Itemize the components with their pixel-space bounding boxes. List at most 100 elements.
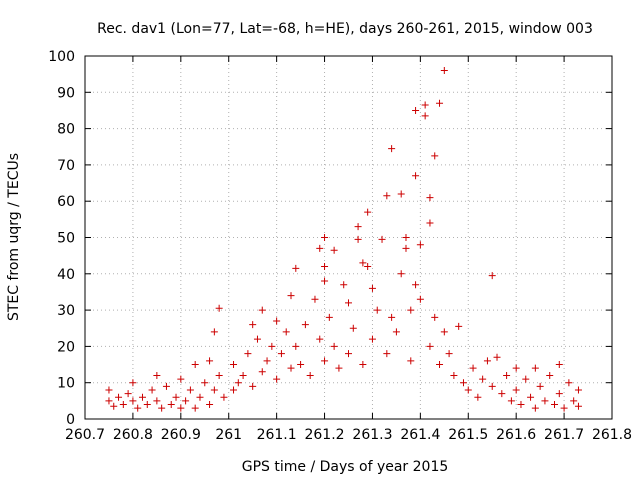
data-point bbox=[124, 390, 132, 398]
data-point bbox=[215, 371, 223, 379]
data-point bbox=[325, 313, 333, 321]
data-point bbox=[364, 263, 372, 271]
data-point bbox=[555, 361, 563, 369]
data-point bbox=[249, 382, 257, 390]
chart-title: Rec. dav1 (Lon=77, Lat=-68, h=HE), days … bbox=[97, 21, 593, 37]
data-point bbox=[364, 208, 372, 216]
data-point bbox=[474, 393, 482, 401]
data-point bbox=[206, 400, 214, 408]
data-point bbox=[129, 379, 137, 387]
data-point bbox=[282, 328, 290, 336]
data-point bbox=[129, 397, 137, 405]
data-point bbox=[253, 335, 261, 343]
data-point bbox=[512, 364, 520, 372]
data-point bbox=[421, 101, 429, 109]
x-tick-label: 260.9 bbox=[161, 427, 201, 443]
data-point bbox=[431, 152, 439, 160]
data-point bbox=[536, 382, 544, 390]
data-point bbox=[402, 244, 410, 252]
data-point bbox=[354, 235, 362, 243]
data-point bbox=[172, 393, 180, 401]
data-point bbox=[383, 350, 391, 358]
data-point bbox=[383, 192, 391, 200]
y-axis-label: STEC from uqrg / TECUs bbox=[6, 153, 22, 321]
data-point bbox=[440, 328, 448, 336]
data-point bbox=[574, 402, 582, 410]
data-point bbox=[110, 402, 118, 410]
x-tick-label: 261 bbox=[215, 427, 242, 443]
data-point bbox=[455, 322, 463, 330]
data-point bbox=[335, 364, 343, 372]
data-point bbox=[273, 317, 281, 325]
data-point bbox=[230, 386, 238, 394]
y-tick-label: 80 bbox=[57, 122, 75, 138]
data-point bbox=[143, 400, 151, 408]
grid-lines bbox=[85, 56, 612, 419]
data-point bbox=[407, 306, 415, 314]
data-point bbox=[153, 397, 161, 405]
axis-ticks bbox=[84, 55, 613, 420]
data-point bbox=[531, 364, 539, 372]
data-point bbox=[397, 190, 405, 198]
data-point bbox=[378, 235, 386, 243]
data-point bbox=[431, 313, 439, 321]
data-point bbox=[531, 404, 539, 412]
data-points bbox=[105, 67, 582, 412]
data-point bbox=[426, 194, 434, 202]
data-point bbox=[412, 172, 420, 180]
data-point bbox=[412, 106, 420, 114]
data-point bbox=[445, 350, 453, 358]
data-point bbox=[182, 397, 190, 405]
data-point bbox=[570, 397, 578, 405]
data-point bbox=[488, 272, 496, 280]
data-point bbox=[345, 299, 352, 307]
data-point bbox=[426, 219, 434, 227]
data-point bbox=[292, 264, 300, 272]
data-point bbox=[220, 393, 228, 401]
data-point bbox=[345, 350, 352, 358]
data-point bbox=[541, 397, 549, 405]
data-point bbox=[354, 223, 362, 231]
data-point bbox=[191, 361, 199, 369]
x-tick-label: 261.5 bbox=[448, 427, 488, 443]
data-point bbox=[527, 393, 535, 401]
data-point bbox=[105, 397, 113, 405]
data-point bbox=[464, 386, 472, 394]
data-point bbox=[287, 292, 295, 300]
x-tick-label: 261.2 bbox=[304, 427, 344, 443]
data-point bbox=[162, 382, 170, 390]
data-point bbox=[368, 284, 376, 292]
data-point bbox=[273, 375, 281, 383]
data-point bbox=[321, 277, 329, 285]
data-point bbox=[321, 357, 329, 365]
data-point bbox=[416, 295, 424, 303]
data-point bbox=[196, 393, 204, 401]
data-point bbox=[407, 357, 415, 365]
data-point bbox=[210, 328, 218, 336]
data-point bbox=[119, 400, 127, 408]
data-point bbox=[330, 246, 338, 254]
data-point bbox=[507, 397, 515, 405]
data-point bbox=[244, 350, 252, 358]
data-point bbox=[388, 313, 396, 321]
y-tick-label: 50 bbox=[57, 231, 75, 247]
data-point bbox=[287, 364, 295, 372]
data-point bbox=[426, 342, 434, 350]
data-point bbox=[258, 368, 266, 376]
data-point bbox=[555, 390, 563, 398]
data-point bbox=[258, 306, 266, 314]
data-point bbox=[397, 270, 405, 278]
y-tick-label: 40 bbox=[57, 267, 75, 283]
data-point bbox=[234, 379, 242, 387]
data-point bbox=[115, 393, 123, 401]
data-point bbox=[479, 375, 487, 383]
data-point bbox=[359, 259, 367, 267]
data-point bbox=[551, 400, 559, 408]
x-axis-label: GPS time / Days of year 2015 bbox=[242, 459, 449, 475]
data-point bbox=[412, 281, 420, 289]
data-point bbox=[330, 342, 338, 350]
data-point bbox=[316, 335, 324, 343]
y-tick-label: 0 bbox=[66, 412, 75, 428]
data-point bbox=[249, 321, 257, 329]
